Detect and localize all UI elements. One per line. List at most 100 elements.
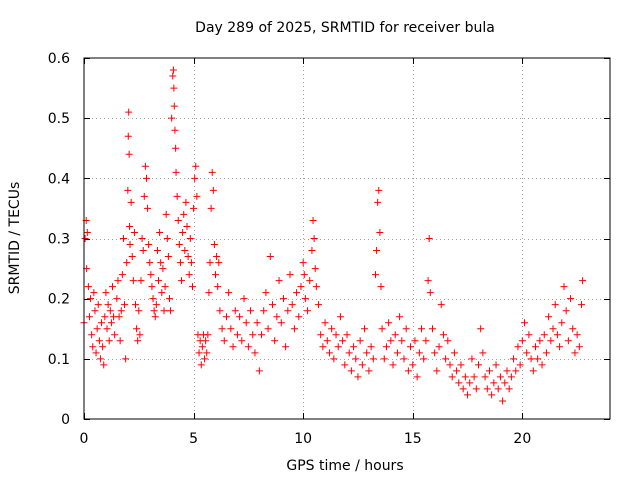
- data-point: [450, 349, 458, 357]
- data-point: [453, 367, 461, 375]
- x-tick-labels: 0 5 10 15 20: [80, 431, 532, 447]
- data-point: [505, 385, 513, 393]
- data-point: [236, 313, 244, 321]
- y-tick-label: 0.6: [48, 51, 70, 67]
- y-tick-label: 0.4: [48, 171, 70, 187]
- data-point: [107, 319, 115, 327]
- data-point: [418, 325, 426, 333]
- data-point: [253, 319, 261, 327]
- data-point: [420, 355, 428, 363]
- data-point: [578, 301, 586, 309]
- x-tick-label: 10: [294, 431, 312, 447]
- data-point: [328, 325, 336, 333]
- data-point: [350, 343, 358, 351]
- data-point: [437, 301, 445, 309]
- data-point: [227, 325, 235, 333]
- data-point: [455, 379, 463, 387]
- data-point: [139, 247, 147, 255]
- data-point: [195, 349, 203, 357]
- data-point: [93, 325, 101, 333]
- data-point: [325, 349, 333, 357]
- data-point: [309, 216, 317, 224]
- data-point: [268, 301, 276, 309]
- data-point: [193, 192, 201, 200]
- data-point: [365, 367, 373, 375]
- data-point: [488, 391, 496, 399]
- data-point: [300, 271, 308, 279]
- data-point: [477, 325, 485, 333]
- data-point: [182, 198, 190, 206]
- data-point: [334, 343, 342, 351]
- data-point: [201, 355, 209, 363]
- data-point: [308, 247, 316, 255]
- data-point: [494, 385, 502, 393]
- data-point: [84, 283, 92, 291]
- data-point: [214, 283, 222, 291]
- data-point: [83, 228, 91, 236]
- data-point: [288, 301, 296, 309]
- data-point: [391, 331, 399, 339]
- data-point: [198, 343, 206, 351]
- data-point: [297, 283, 305, 291]
- data-point: [571, 349, 579, 357]
- data-point: [374, 198, 382, 206]
- y-axis-label: SRMTID / TECUs: [7, 182, 23, 295]
- data-point: [330, 355, 338, 363]
- data-point: [164, 253, 172, 261]
- data-point: [210, 241, 218, 249]
- data-point: [275, 277, 283, 285]
- x-tick-label: 0: [80, 431, 89, 447]
- data-point: [170, 84, 178, 92]
- data-point: [92, 349, 100, 357]
- data-point: [363, 349, 371, 357]
- data-point: [304, 307, 312, 315]
- data-point: [204, 331, 212, 339]
- data-point: [100, 361, 108, 369]
- data-point: [433, 367, 441, 375]
- data-point: [106, 307, 114, 315]
- axis-ticks: [84, 58, 610, 420]
- data-point: [404, 367, 412, 375]
- data-point: [464, 391, 472, 399]
- data-point: [378, 325, 386, 333]
- data-point: [203, 349, 211, 357]
- data-point: [150, 307, 158, 315]
- data-point: [319, 343, 327, 351]
- data-point: [479, 349, 487, 357]
- data-point: [244, 343, 252, 351]
- data-point: [260, 307, 268, 315]
- data-point: [147, 271, 155, 279]
- data-point: [152, 301, 160, 309]
- data-point: [88, 331, 96, 339]
- data-point: [145, 241, 153, 249]
- data-point: [169, 66, 177, 74]
- data-point: [435, 343, 443, 351]
- data-point: [209, 186, 217, 194]
- data-point: [197, 361, 205, 369]
- data-point: [523, 349, 531, 357]
- data-point: [155, 277, 163, 285]
- data-point: [380, 355, 388, 363]
- data-point: [545, 313, 553, 321]
- data-point: [468, 355, 476, 363]
- data-point: [114, 277, 122, 285]
- data-point: [343, 331, 351, 339]
- data-point: [321, 319, 329, 327]
- data-point: [205, 289, 213, 297]
- data-point: [461, 373, 469, 381]
- data-point: [556, 343, 564, 351]
- data-point: [156, 228, 164, 236]
- data-point: [501, 379, 509, 387]
- data-point: [299, 259, 307, 267]
- data-point: [149, 295, 157, 303]
- data-point: [354, 373, 362, 381]
- data-point: [142, 174, 150, 182]
- data-point: [170, 102, 178, 110]
- data-point: [376, 228, 384, 236]
- data-point: [95, 337, 103, 345]
- data-point: [144, 204, 152, 212]
- y-tick-label: 0.5: [48, 111, 70, 127]
- data-point: [255, 367, 263, 375]
- data-point: [207, 204, 215, 212]
